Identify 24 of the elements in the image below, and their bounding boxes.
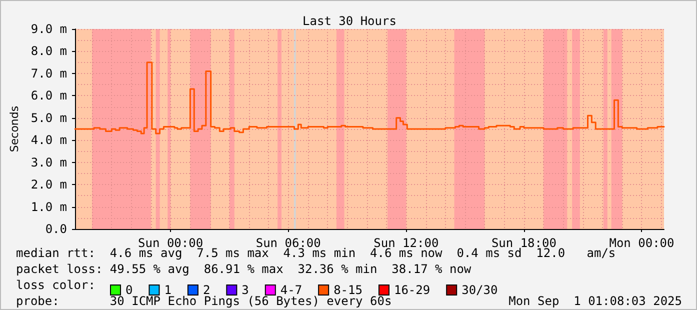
legend-label: 1: [164, 283, 172, 297]
legend-label: 30/30: [462, 283, 498, 297]
chart-title: Last 30 Hours: [302, 14, 396, 28]
y-tick-label: 5.0 m: [30, 110, 68, 125]
legend-label: 2: [202, 283, 210, 297]
legend-label: 0: [126, 283, 133, 297]
y-tick-label: 7.0 m: [30, 66, 68, 80]
legend-label: 4-7: [280, 283, 302, 297]
y-tick-label: 9.0 m: [30, 22, 68, 36]
legend-label: 8-15: [334, 283, 362, 297]
y-tick-label: 2.0 m: [30, 178, 68, 192]
y-tick-label: 0.0: [45, 222, 68, 236]
y-axis-title: Seconds: [8, 106, 21, 152]
y-tick-label: 4.0 m: [30, 133, 68, 148]
y-tick-label: 6.0 m: [30, 88, 68, 103]
y-tick-label: 1.0 m: [30, 200, 68, 214]
text: packet loss: 49.55 % avg 86.91 % max 32.36 % min 38.17 % now: [16, 262, 472, 276]
text: probe: 30 ICMP Echo Pings (56 Bytes) every 60s: [16, 294, 392, 308]
y-tick-label: 8.0 m: [30, 44, 68, 58]
legend-label: 3: [242, 283, 249, 297]
text: Mon Sep 1 01:08:03 2025: [508, 294, 682, 308]
legend-title: loss color:: [16, 278, 96, 292]
legend-label: 16-29: [394, 283, 430, 297]
y-tick-label: 3.0 m: [30, 155, 68, 170]
